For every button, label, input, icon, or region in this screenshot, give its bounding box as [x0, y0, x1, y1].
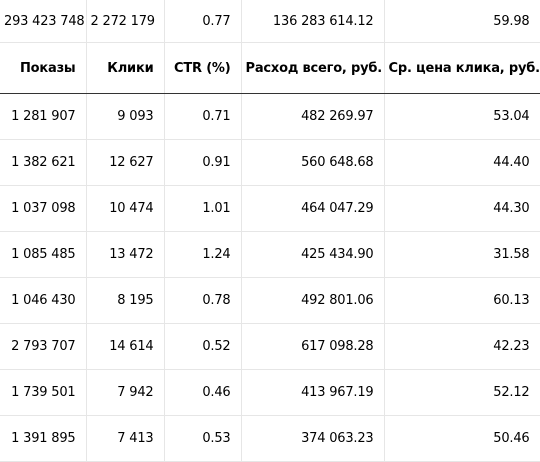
cell-clicks: 7 942	[86, 369, 165, 416]
cell-avg-cpc: 42.23	[384, 323, 540, 370]
table-row: 1 739 501 7 942 0.46 413 967.19 52.12	[0, 369, 540, 416]
cell-impressions: 1 382 621	[0, 139, 87, 186]
cell-cost: 374 063.23	[241, 415, 385, 462]
total-avg-cpc: 59.98	[384, 0, 540, 43]
cell-impressions: 1 037 098	[0, 185, 87, 232]
cell-ctr: 0.91	[164, 139, 242, 186]
cell-impressions: 1 391 895	[0, 415, 87, 462]
cell-cost: 413 967.19	[241, 369, 385, 416]
cell-ctr: 0.52	[164, 323, 242, 370]
cell-clicks: 8 195	[86, 277, 165, 324]
column-header-impressions[interactable]: Показы	[0, 42, 87, 94]
total-cost: 136 283 614.12	[241, 0, 385, 43]
total-ctr: 0.77	[164, 0, 242, 43]
cell-cost: 492 801.06	[241, 277, 385, 324]
cell-impressions: 1 046 430	[0, 277, 87, 324]
cell-impressions: 2 793 707	[0, 323, 87, 370]
total-clicks: 2 272 179	[86, 0, 165, 43]
cell-avg-cpc: 31.58	[384, 231, 540, 278]
cell-ctr: 0.53	[164, 415, 242, 462]
cell-impressions: 1 281 907	[0, 93, 87, 140]
table-row: 1 046 430 8 195 0.78 492 801.06 60.13	[0, 277, 540, 324]
cell-cost: 425 434.90	[241, 231, 385, 278]
cell-cost: 617 098.28	[241, 323, 385, 370]
cell-ctr: 0.46	[164, 369, 242, 416]
cell-cost: 482 269.97	[241, 93, 385, 140]
cell-clicks: 12 627	[86, 139, 165, 186]
cell-avg-cpc: 44.40	[384, 139, 540, 186]
table-row: 1 085 485 13 472 1.24 425 434.90 31.58	[0, 231, 540, 278]
cell-ctr: 0.78	[164, 277, 242, 324]
header-row: Показы Клики CTR (%) Расход всего, руб. …	[0, 42, 540, 94]
column-header-ctr[interactable]: CTR (%)	[164, 42, 242, 94]
cell-impressions: 1 085 485	[0, 231, 87, 278]
cell-impressions: 1 739 501	[0, 369, 87, 416]
cell-ctr: 0.71	[164, 93, 242, 140]
cell-avg-cpc: 44.30	[384, 185, 540, 232]
cell-clicks: 13 472	[86, 231, 165, 278]
cell-avg-cpc: 52.12	[384, 369, 540, 416]
column-header-cost[interactable]: Расход всего, руб.	[241, 42, 385, 94]
totals-row: 293 423 748 2 272 179 0.77 136 283 614.1…	[0, 0, 540, 43]
cell-clicks: 9 093	[86, 93, 165, 140]
cell-avg-cpc: 53.04	[384, 93, 540, 140]
cell-cost: 560 648.68	[241, 139, 385, 186]
cell-clicks: 7 413	[86, 415, 165, 462]
total-impressions: 293 423 748	[0, 0, 87, 43]
cell-ctr: 1.01	[164, 185, 242, 232]
column-header-clicks[interactable]: Клики	[86, 42, 165, 94]
table-row: 2 793 707 14 614 0.52 617 098.28 42.23	[0, 323, 540, 370]
cell-ctr: 1.24	[164, 231, 242, 278]
cell-avg-cpc: 50.46	[384, 415, 540, 462]
cell-avg-cpc: 60.13	[384, 277, 540, 324]
table-row: 1 382 621 12 627 0.91 560 648.68 44.40	[0, 139, 540, 186]
cell-clicks: 14 614	[86, 323, 165, 370]
table-row: 1 391 895 7 413 0.53 374 063.23 50.46	[0, 415, 540, 462]
table-row: 1 281 907 9 093 0.71 482 269.97 53.04	[0, 93, 540, 140]
cell-cost: 464 047.29	[241, 185, 385, 232]
column-header-avg-cpc[interactable]: Ср. цена клика, руб.	[384, 42, 540, 94]
table-row: 1 037 098 10 474 1.01 464 047.29 44.30	[0, 185, 540, 232]
cell-clicks: 10 474	[86, 185, 165, 232]
